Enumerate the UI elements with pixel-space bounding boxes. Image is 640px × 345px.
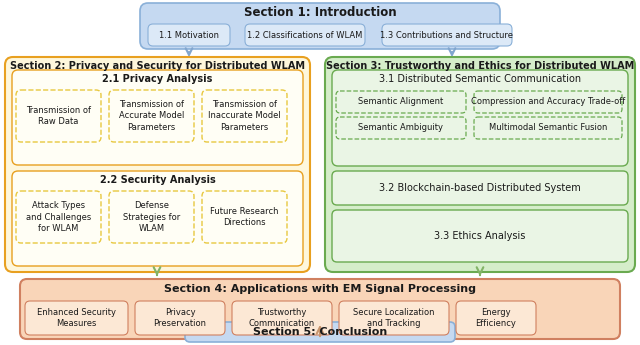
Text: Section 4: Applications with EM Signal Processing: Section 4: Applications with EM Signal P… — [164, 284, 476, 294]
Text: 3.2 Blockchain-based Distributed System: 3.2 Blockchain-based Distributed System — [379, 183, 581, 193]
Text: Future Research
Directions: Future Research Directions — [211, 207, 279, 227]
FancyBboxPatch shape — [25, 301, 128, 335]
Text: Transmission of
Inaccurate Model
Parameters: Transmission of Inaccurate Model Paramet… — [208, 100, 281, 131]
FancyBboxPatch shape — [325, 57, 635, 272]
FancyBboxPatch shape — [332, 70, 628, 166]
Text: Defense
Strategies for
WLAM: Defense Strategies for WLAM — [123, 201, 180, 233]
Text: 1.2 Classifications of WLAM: 1.2 Classifications of WLAM — [247, 30, 363, 39]
Text: Semantic Ambiguity: Semantic Ambiguity — [358, 124, 444, 132]
Text: Section 5: Conclusion: Section 5: Conclusion — [253, 327, 387, 337]
Text: Semantic Alignment: Semantic Alignment — [358, 98, 444, 107]
FancyBboxPatch shape — [474, 91, 622, 113]
Text: 1.3 Contributions and Structure: 1.3 Contributions and Structure — [381, 30, 513, 39]
FancyBboxPatch shape — [382, 24, 512, 46]
Text: Section 3: Trustworthy and Ethics for Distributed WLAM: Section 3: Trustworthy and Ethics for Di… — [326, 61, 634, 71]
Text: Multimodal Semantic Fusion: Multimodal Semantic Fusion — [489, 124, 607, 132]
FancyBboxPatch shape — [336, 91, 466, 113]
Text: Transmission of
Raw Data: Transmission of Raw Data — [26, 106, 91, 126]
FancyBboxPatch shape — [336, 117, 466, 139]
FancyBboxPatch shape — [245, 24, 365, 46]
Text: Compression and Accuracy Trade-off: Compression and Accuracy Trade-off — [471, 98, 625, 107]
FancyBboxPatch shape — [135, 301, 225, 335]
FancyBboxPatch shape — [140, 3, 500, 49]
FancyBboxPatch shape — [109, 90, 194, 142]
Text: Transmission of
Accurate Model
Parameters: Transmission of Accurate Model Parameter… — [119, 100, 184, 131]
Text: 2.1 Privacy Analysis: 2.1 Privacy Analysis — [102, 74, 212, 84]
Text: 1.1 Motivation: 1.1 Motivation — [159, 30, 219, 39]
FancyBboxPatch shape — [148, 24, 230, 46]
FancyBboxPatch shape — [339, 301, 449, 335]
Text: 3.1 Distributed Semantic Communication: 3.1 Distributed Semantic Communication — [379, 74, 581, 84]
FancyBboxPatch shape — [5, 57, 310, 272]
Text: Enhanced Security
Measures: Enhanced Security Measures — [37, 308, 116, 328]
FancyBboxPatch shape — [474, 117, 622, 139]
FancyBboxPatch shape — [16, 90, 101, 142]
FancyBboxPatch shape — [109, 191, 194, 243]
FancyBboxPatch shape — [332, 171, 628, 205]
FancyBboxPatch shape — [12, 70, 303, 165]
Text: Energy
Efficiency: Energy Efficiency — [476, 308, 516, 328]
FancyBboxPatch shape — [20, 279, 620, 339]
FancyBboxPatch shape — [332, 210, 628, 262]
Text: 3.3 Ethics Analysis: 3.3 Ethics Analysis — [435, 231, 525, 241]
FancyBboxPatch shape — [16, 191, 101, 243]
Text: 2.2 Security Analysis: 2.2 Security Analysis — [100, 175, 216, 185]
Text: Attack Types
and Challenges
for WLAM: Attack Types and Challenges for WLAM — [26, 201, 91, 233]
FancyBboxPatch shape — [202, 191, 287, 243]
Text: Privacy
Preservation: Privacy Preservation — [154, 308, 207, 328]
FancyBboxPatch shape — [232, 301, 332, 335]
Text: Section 1: Introduction: Section 1: Introduction — [244, 7, 396, 20]
FancyBboxPatch shape — [12, 171, 303, 266]
FancyBboxPatch shape — [456, 301, 536, 335]
FancyBboxPatch shape — [202, 90, 287, 142]
FancyBboxPatch shape — [185, 322, 455, 342]
Text: Section 2: Privacy and Security for Distributed WLAM: Section 2: Privacy and Security for Dist… — [10, 61, 305, 71]
Text: Trustworthy
Communication: Trustworthy Communication — [249, 308, 315, 328]
Text: Secure Localization
and Tracking: Secure Localization and Tracking — [353, 308, 435, 328]
